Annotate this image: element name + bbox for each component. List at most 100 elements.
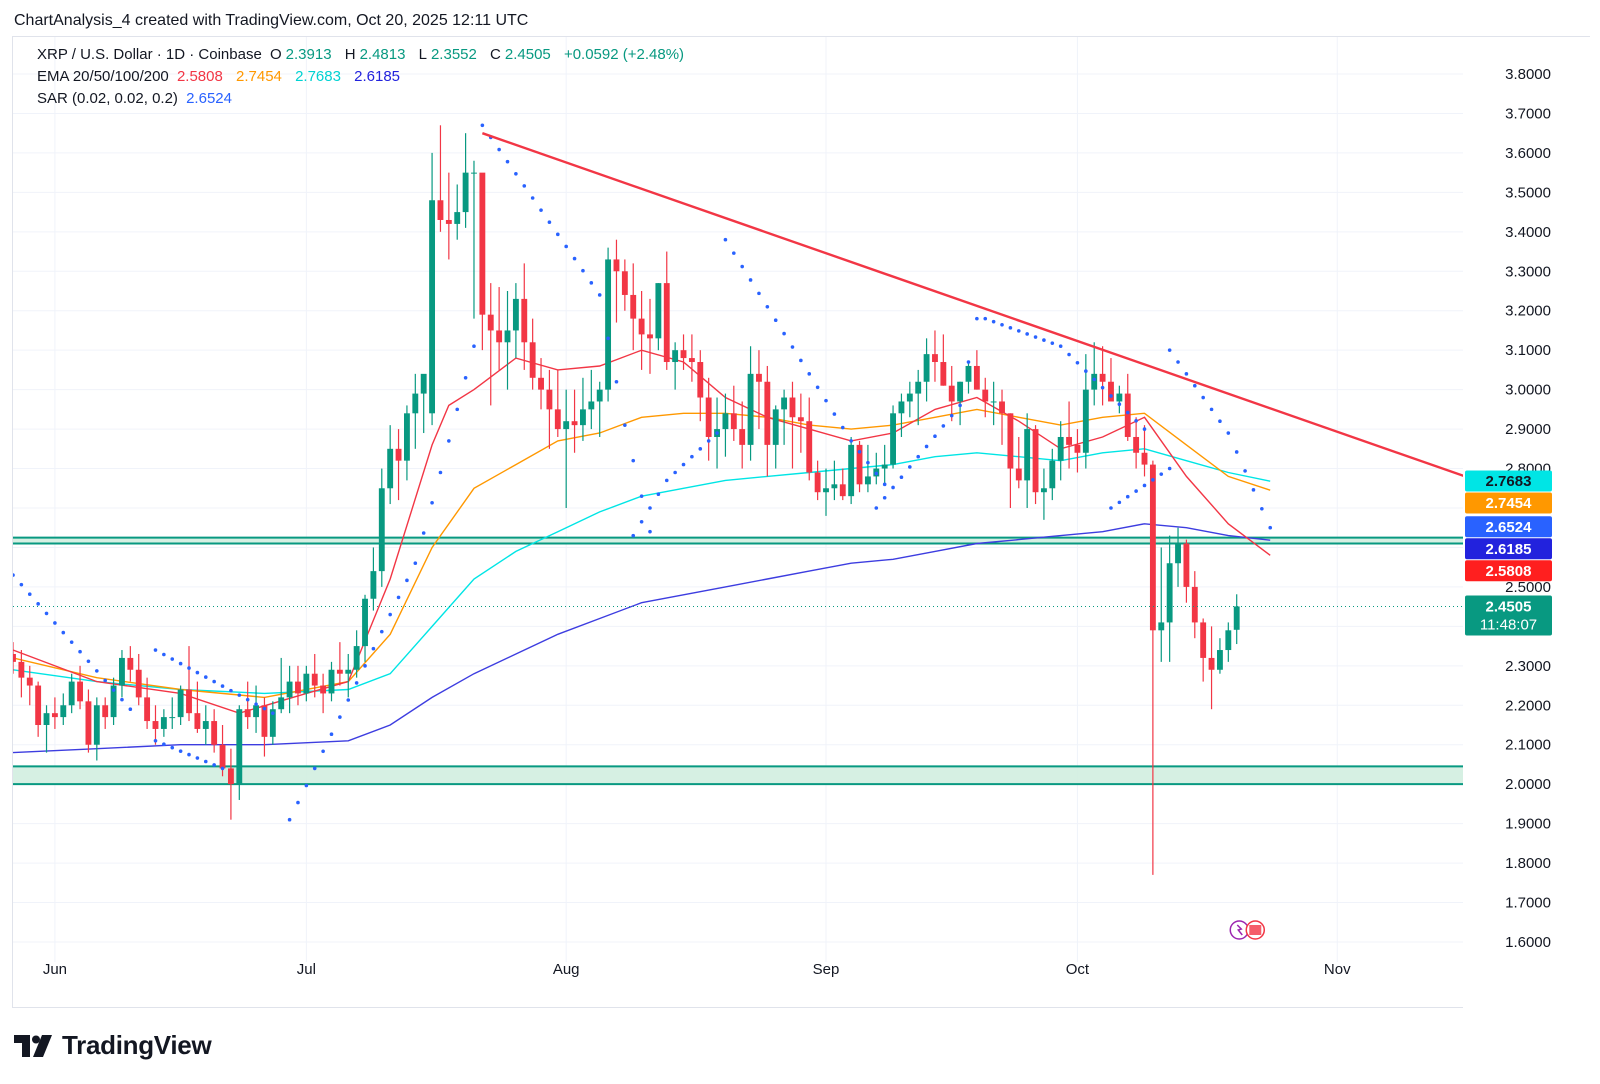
- candle-body: [538, 377, 544, 390]
- sar-dot: [933, 434, 937, 438]
- sar-dot: [237, 693, 242, 697]
- sar-dot: [1033, 335, 1038, 339]
- sar-dot: [162, 742, 166, 747]
- sar-dot: [1218, 419, 1222, 424]
- sar-dot: [807, 372, 812, 376]
- candle-body: [278, 697, 285, 710]
- candle-down: [336, 642, 343, 686]
- sar-dot: [1100, 385, 1105, 390]
- candle-down: [127, 646, 134, 682]
- candle-body: [806, 421, 813, 473]
- candle-body: [269, 709, 276, 737]
- candle-body: [462, 172, 469, 213]
- time-axis-label: Jul: [297, 961, 316, 978]
- candle-body: [429, 200, 436, 414]
- sar-dot: [1042, 338, 1046, 342]
- candle-body: [412, 393, 419, 414]
- sar-dot: [522, 184, 527, 188]
- candle-up: [454, 184, 461, 240]
- sar-dot: [832, 412, 837, 416]
- sar-dot: [430, 500, 434, 505]
- sar-dot: [421, 531, 426, 535]
- candle-up: [504, 291, 511, 390]
- sar-dot: [1151, 478, 1155, 482]
- sar-dot: [1025, 332, 1029, 336]
- candle-down: [613, 239, 620, 323]
- candle-body: [362, 598, 368, 647]
- candle-body: [261, 705, 268, 737]
- sar-dot: [103, 678, 107, 683]
- candle-body: [102, 705, 109, 718]
- sar-dot: [338, 715, 342, 719]
- legend-close-value: 2.4505: [504, 46, 551, 63]
- sar-dot: [111, 688, 116, 692]
- candle-down: [437, 125, 444, 232]
- price-axis-tick-label: 3.7000: [1505, 105, 1551, 122]
- candle-up: [378, 468, 385, 587]
- candle-down: [487, 283, 494, 406]
- candle-body: [26, 677, 33, 686]
- legend-ema[interactable]: EMA 20/50/100/200 2.5808 2.7454 2.7683 2…: [37, 68, 409, 85]
- candle-down: [395, 429, 402, 501]
- sar-dot: [975, 316, 979, 321]
- candle-body: [236, 709, 243, 785]
- grid-layer: [13, 37, 1463, 962]
- candle-down: [295, 665, 301, 706]
- sar-dot: [212, 763, 216, 767]
- sar-dot: [874, 471, 879, 476]
- sar-dot: [304, 783, 309, 788]
- price-axis-tick-label: 3.4000: [1505, 224, 1551, 241]
- candle-body: [152, 721, 159, 729]
- candle-body: [35, 685, 42, 725]
- candle-body: [932, 354, 938, 363]
- candle-up: [1024, 413, 1031, 508]
- candle-body: [1007, 413, 1014, 469]
- candle-up: [957, 381, 964, 426]
- price-axis-tick-label: 2.2000: [1505, 697, 1551, 714]
- candle-body: [169, 717, 176, 719]
- legend-sar[interactable]: SAR (0.02, 0.02, 0.2) 2.6524: [37, 90, 241, 107]
- candle-body: [403, 413, 410, 461]
- sar-dot: [639, 520, 644, 524]
- legend-sar-label: SAR (0.02, 0.02, 0.2): [37, 90, 178, 107]
- tradingview-logo[interactable]: TradingView: [14, 1030, 212, 1061]
- candle-body: [420, 373, 427, 394]
- sar-dot: [572, 256, 577, 261]
- time-axis-labels: Jun Jul Aug Sep Oct Nov: [43, 961, 1351, 978]
- candle-body: [320, 685, 327, 694]
- candle-up: [722, 393, 729, 457]
- candle-body: [1158, 622, 1165, 631]
- candle-body: [1057, 436, 1064, 461]
- candle-body: [957, 381, 964, 402]
- ema100-line: [13, 448, 1271, 695]
- candle-body: [219, 744, 226, 769]
- sar-dot: [396, 595, 401, 600]
- sar-dot: [723, 237, 728, 242]
- candle-down: [680, 334, 687, 370]
- sar-dot: [765, 304, 770, 309]
- sar-dot: [61, 630, 66, 635]
- candle-up: [772, 405, 779, 469]
- sar-dot: [849, 439, 853, 443]
- candle-body: [227, 768, 234, 785]
- sar-dot: [19, 582, 24, 587]
- candle-body: [915, 381, 922, 394]
- candle-down: [638, 291, 645, 370]
- candle-up: [68, 673, 75, 714]
- candle-body: [781, 397, 788, 410]
- sar-dot: [505, 159, 510, 164]
- candle-body: [186, 689, 192, 714]
- candle-body: [512, 298, 519, 331]
- candle-body: [479, 172, 486, 315]
- chart-frame[interactable]: 3.8000 3.7000 3.6000 3.5000 3.4000 3.3000 3.20…: [12, 36, 1591, 1009]
- candle-body: [1108, 381, 1114, 402]
- candle-body: [68, 681, 75, 706]
- sar-dot: [656, 492, 661, 496]
- price-chart[interactable]: 3.8000 3.7000 3.6000 3.5000 3.4000 3.3000 3.20…: [13, 37, 1591, 1009]
- candle-body: [621, 271, 628, 295]
- candle-body: [722, 413, 729, 430]
- candle-body: [13, 653, 16, 662]
- sar-dot: [891, 485, 895, 490]
- legend-open-value: 2.3913: [285, 46, 332, 63]
- sar-dot: [371, 646, 376, 651]
